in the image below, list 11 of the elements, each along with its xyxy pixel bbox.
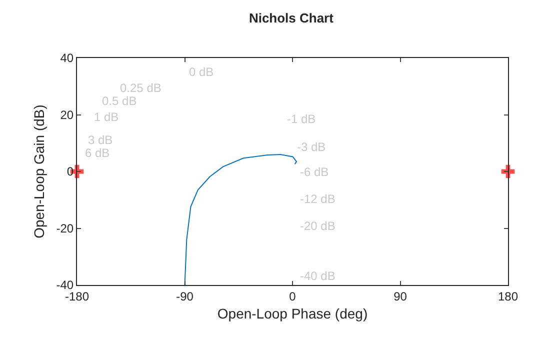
y-axis-title: Open-Loop Gain (dB) (30, 104, 47, 238)
x-axis-title: Open-Loop Phase (deg) (217, 306, 368, 322)
chart-title: Nichols Chart (248, 10, 334, 26)
x-tick-label: 90 (394, 289, 408, 304)
y-tick-label: 20 (60, 108, 74, 122)
x-tick-label: 0 (289, 289, 296, 304)
y-tick-label: -20 (56, 221, 74, 236)
x-tick-label: 180 (498, 289, 518, 304)
y-tick-label: 40 (60, 51, 74, 66)
x-tick-label: -90 (176, 289, 194, 304)
y-tick-label: 0 (66, 164, 74, 179)
